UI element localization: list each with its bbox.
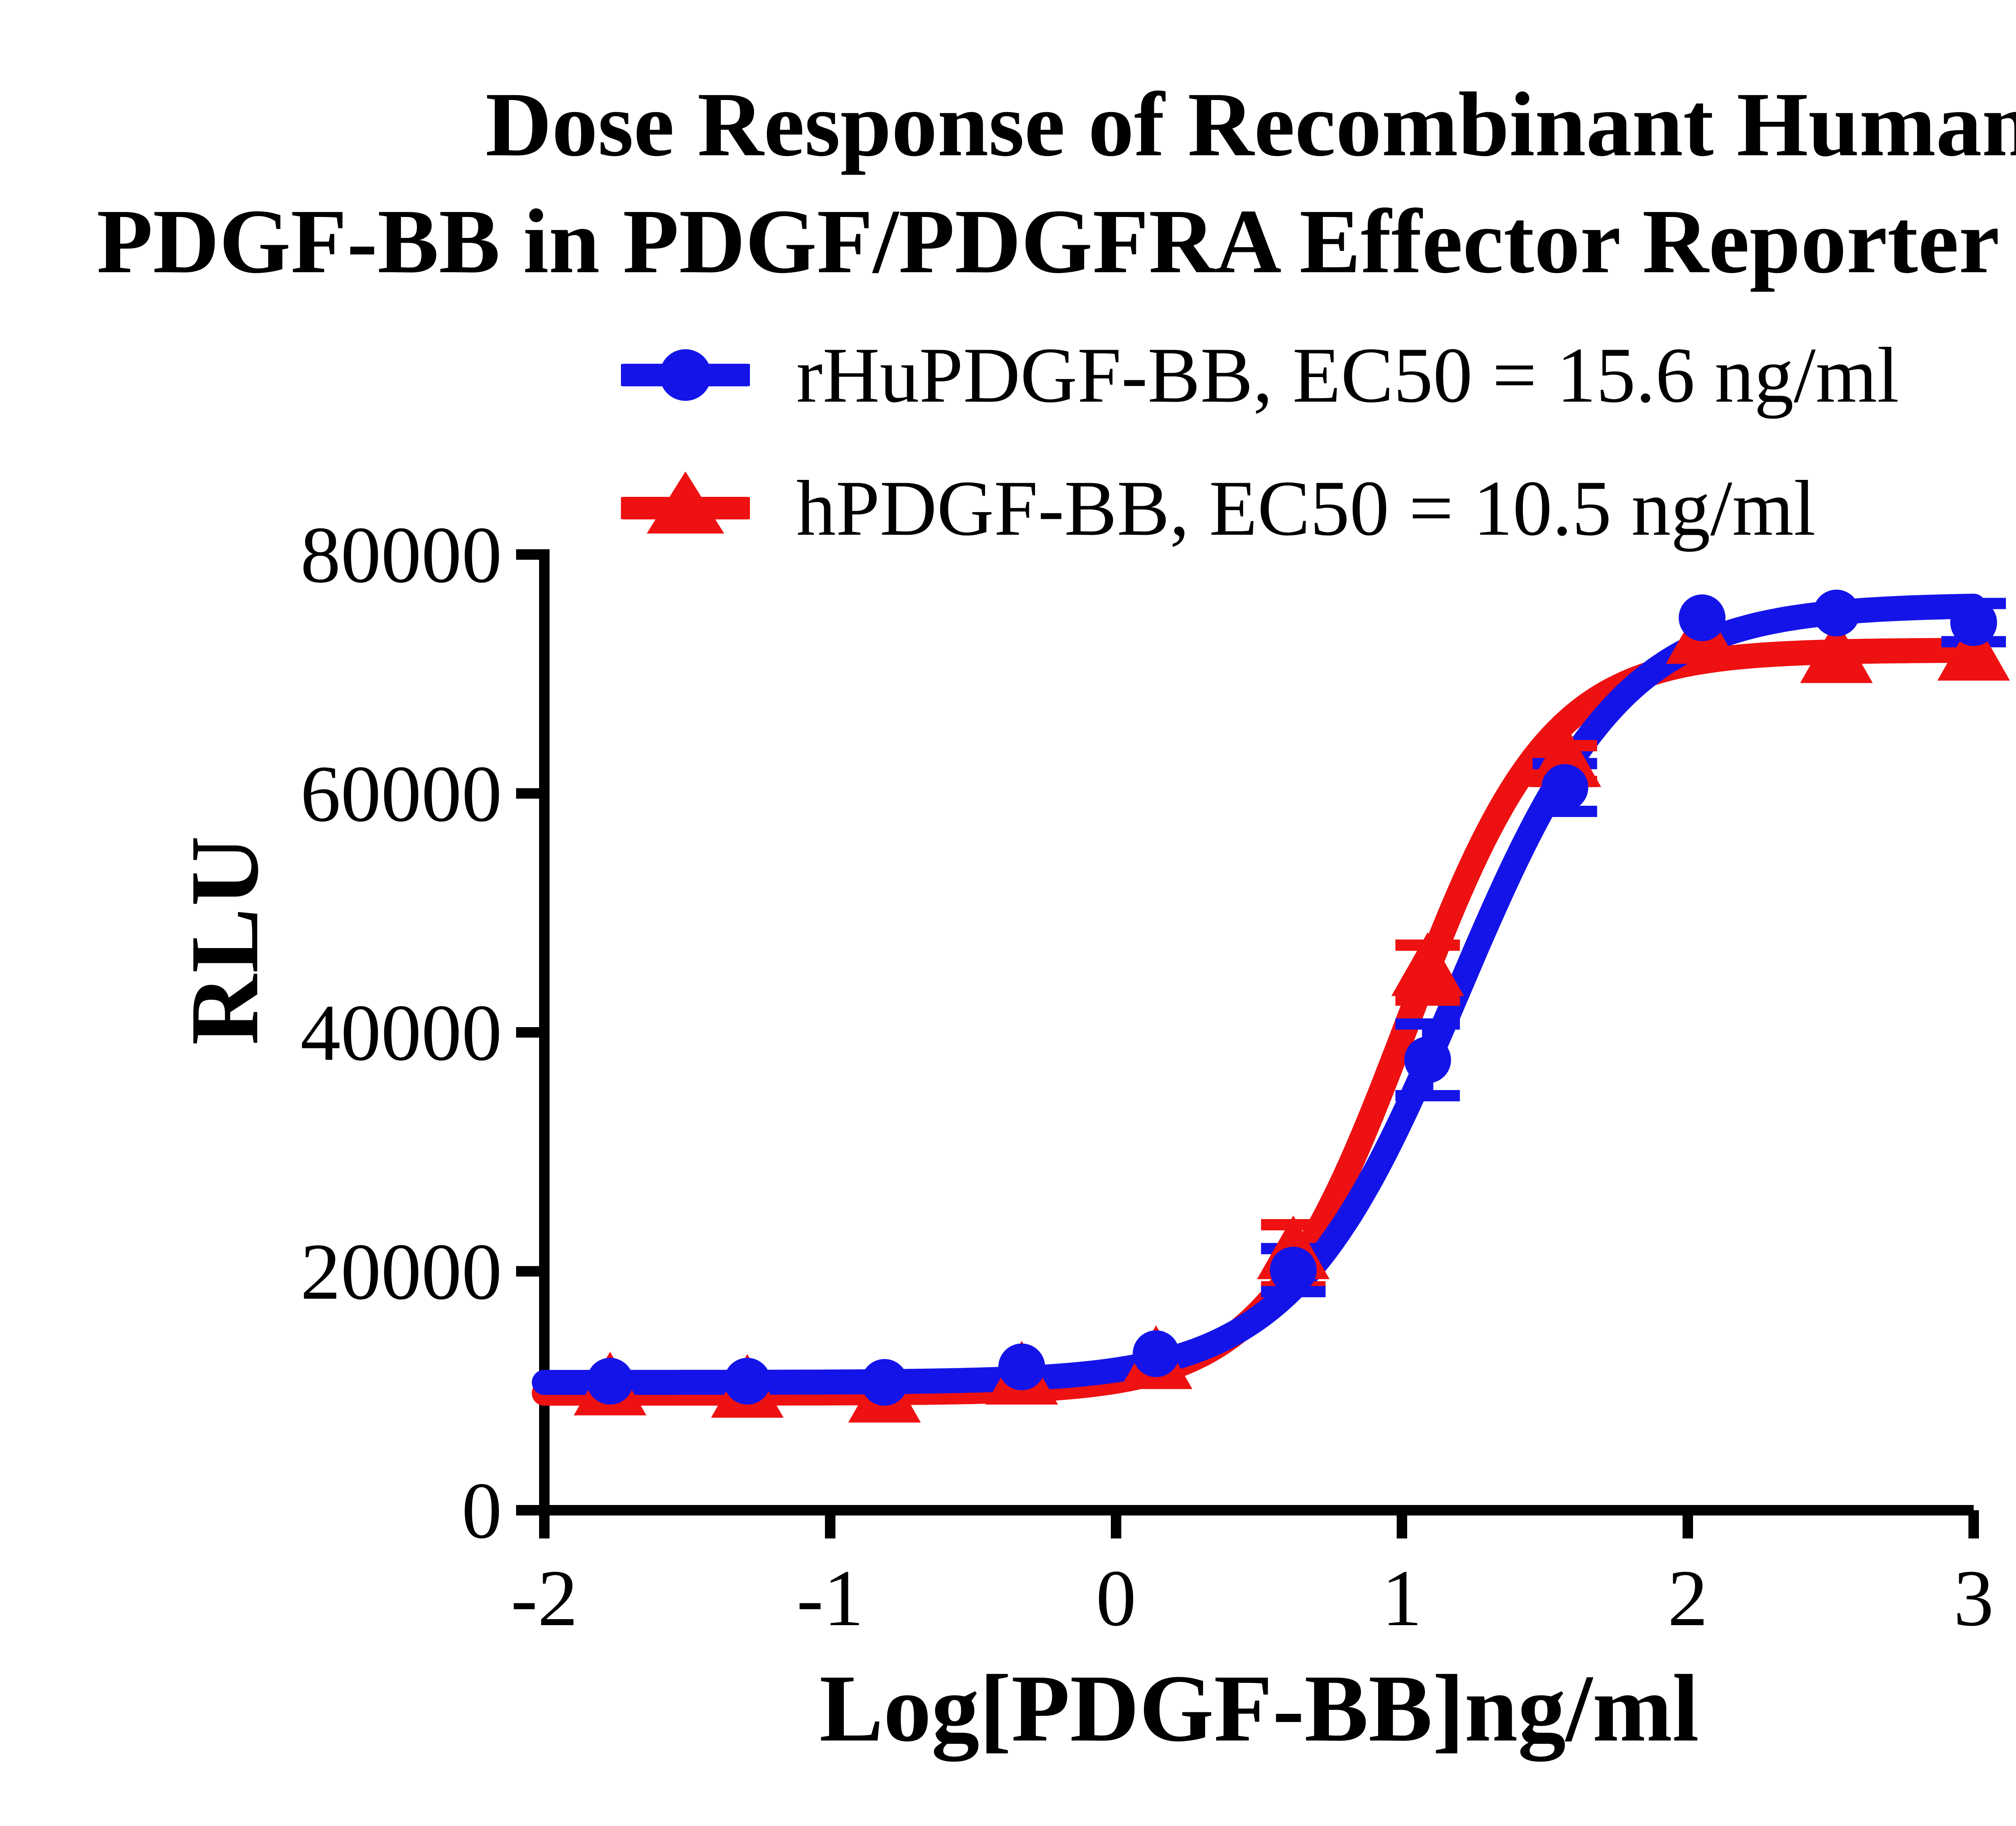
data-point-circle	[1950, 599, 1997, 646]
data-point-circle	[587, 1358, 634, 1405]
data-point-circle	[998, 1343, 1045, 1390]
chart-title: Dose Response of Recombinant Human PDGF-…	[0, 67, 2016, 300]
x-tick-label: 3	[1954, 1554, 1994, 1643]
y-tick-label: 80000	[300, 511, 502, 600]
legend-line-circle-icon	[621, 349, 750, 401]
data-point-triangle	[1391, 932, 1464, 996]
data-point-circle	[861, 1359, 908, 1406]
chart-title-line1: Dose Response of Recombinant Human	[485, 74, 2016, 175]
data-point-circle	[1270, 1247, 1317, 1294]
fit-curve-rHuPDGF-BB	[532, 594, 1986, 1395]
chart-title-line2: PDGF-BB in PDGF/PDGFRA Effector Reporter…	[96, 190, 2016, 292]
data-point-circle	[1813, 590, 1860, 637]
legend-item-hpdgf: hPDGF-BB, EC50 = 10.5 ng/ml	[621, 452, 1816, 565]
data-point-triangle	[1800, 619, 1873, 683]
legend-triangle-marker-icon	[647, 471, 724, 534]
fit-curve-hPDGF-BB	[532, 638, 1986, 1406]
y-tick-label: 0	[462, 1466, 502, 1555]
y-tick-label: 20000	[300, 1228, 502, 1317]
data-point-circle	[1404, 1036, 1451, 1084]
legend-label: hPDGF-BB, EC50 = 10.5 ng/ml	[796, 464, 1816, 552]
legend-item-rhupdgf: rHuPDGF-BB, EC50 = 15.6 ng/ml	[621, 319, 1899, 431]
legend-line-triangle-icon	[621, 471, 750, 534]
x-tick-label: 1	[1382, 1554, 1422, 1643]
data-point-circle	[1541, 764, 1589, 811]
x-axis-title: Log[PDGF-BB]ng/ml	[819, 1655, 1699, 1761]
data-point-circle	[1679, 594, 1726, 642]
data-point-circle	[724, 1358, 771, 1405]
y-tick-label: 40000	[300, 988, 502, 1078]
x-tick-label: -2	[511, 1554, 578, 1643]
data-point-circle	[1133, 1330, 1180, 1377]
x-tick-label: 2	[1668, 1554, 1708, 1643]
legend-circle-marker-icon	[660, 349, 711, 401]
data-point-triangle	[1529, 723, 1602, 787]
y-tick-label: 60000	[300, 750, 502, 839]
x-tick-label: 0	[1096, 1554, 1136, 1643]
data-point-triangle	[1937, 617, 2010, 681]
x-tick-label: -1	[797, 1554, 864, 1643]
legend-label: rHuPDGF-BB, EC50 = 15.6 ng/ml	[796, 331, 1899, 419]
